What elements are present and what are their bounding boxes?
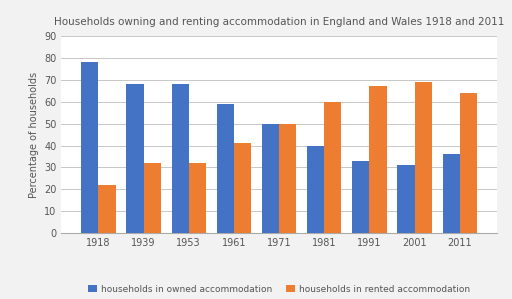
Bar xyxy=(217,104,234,233)
Legend: households in owned accommodation, households in rented accommodation: households in owned accommodation, house… xyxy=(85,281,473,298)
Bar xyxy=(126,84,143,233)
Bar xyxy=(189,163,206,233)
Bar xyxy=(324,102,342,233)
Title: Households owning and renting accommodation in England and Wales 1918 and 2011: Households owning and renting accommodat… xyxy=(54,17,504,27)
Bar xyxy=(307,146,324,233)
Bar xyxy=(81,62,98,233)
Bar xyxy=(143,163,161,233)
Bar xyxy=(442,154,460,233)
Bar xyxy=(98,185,116,233)
Bar xyxy=(415,82,432,233)
Bar xyxy=(234,143,251,233)
Bar xyxy=(172,84,189,233)
Bar xyxy=(352,161,369,233)
Bar xyxy=(262,123,279,233)
Bar xyxy=(397,165,415,233)
Bar xyxy=(279,123,296,233)
Y-axis label: Percentage of households: Percentage of households xyxy=(29,71,38,198)
Bar xyxy=(460,93,477,233)
Bar xyxy=(369,86,387,233)
